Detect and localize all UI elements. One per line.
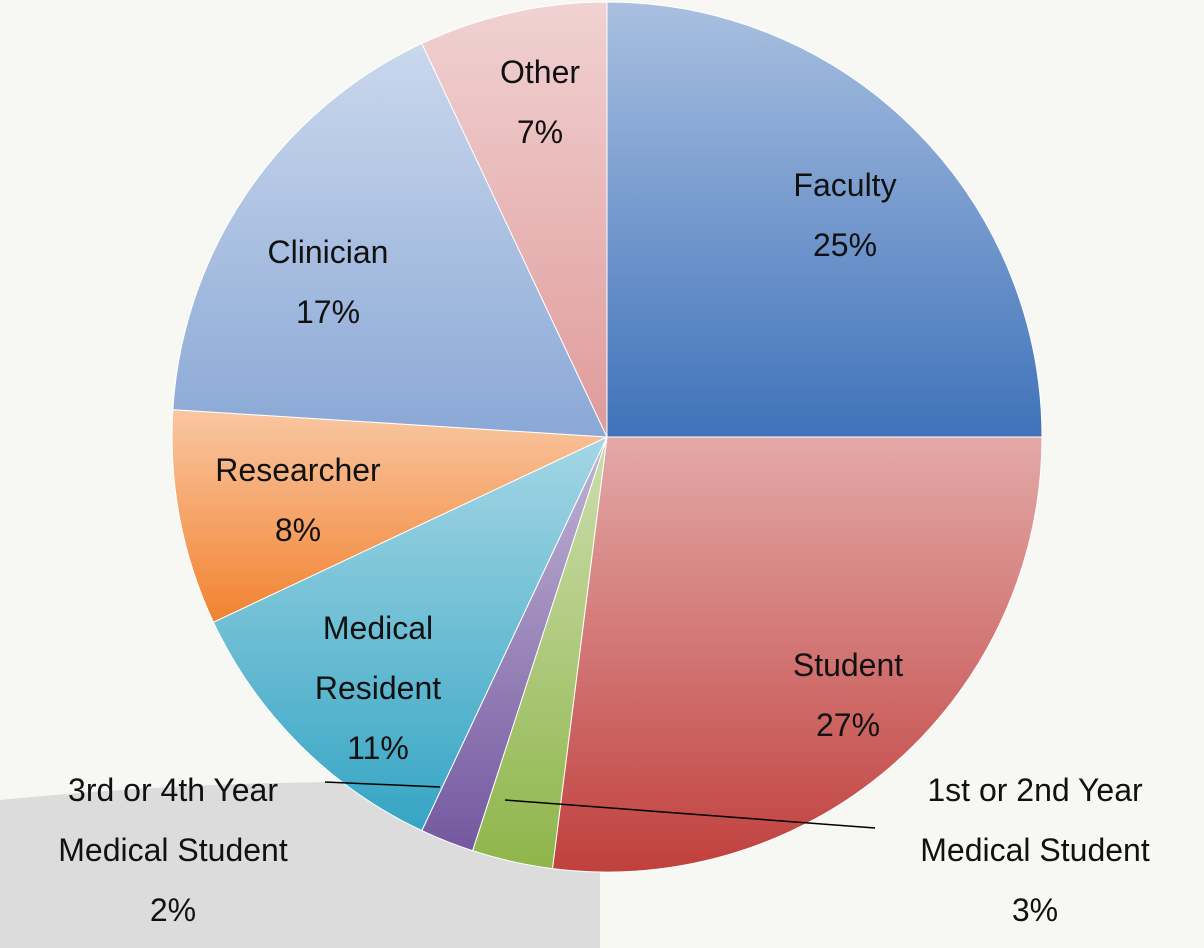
slice-label: Faculty 25% [725,155,965,275]
slice-shine [552,437,1042,872]
category-label: Other [499,54,581,90]
category-label: Clinician [267,234,389,270]
category-label: Researcher [215,452,381,488]
slice-label: Medical Resident 11% [278,598,478,778]
value-label: 3% [1011,892,1059,928]
slice-shine [213,437,607,831]
value-label: 25% [812,227,878,263]
slice-shine [421,437,607,851]
leader-line [504,799,876,829]
value-label: 8% [274,512,322,548]
value-label: 2% [149,892,197,928]
slice-label: Other 7% [440,42,640,162]
slice-label: 3rd or 4th Year Medical Student 2% [13,760,333,940]
slice-shine [171,409,607,623]
slice-label: Clinician 17% [208,222,448,342]
slice-shine [607,2,1042,437]
category-label: Faculty [793,167,897,203]
category-label: 1st or 2nd Year Medical Student [920,772,1150,868]
value-label: 17% [295,294,361,330]
value-label: 11% [347,730,409,766]
slice-label: Student 27% [728,635,968,755]
category-label: Student [792,647,904,683]
slice-shine [421,1,607,437]
value-label: 27% [815,707,881,743]
category-label: 3rd or 4th Year Medical Student [58,772,288,868]
slice-label: 1st or 2nd Year Medical Student 3% [875,760,1195,940]
slice-shine [472,437,607,869]
category-label: Medical Resident [314,610,442,706]
leader-line [324,781,441,788]
value-label: 7% [516,114,564,150]
slice-shine [172,43,607,437]
slice-label: Researcher 8% [178,440,418,560]
